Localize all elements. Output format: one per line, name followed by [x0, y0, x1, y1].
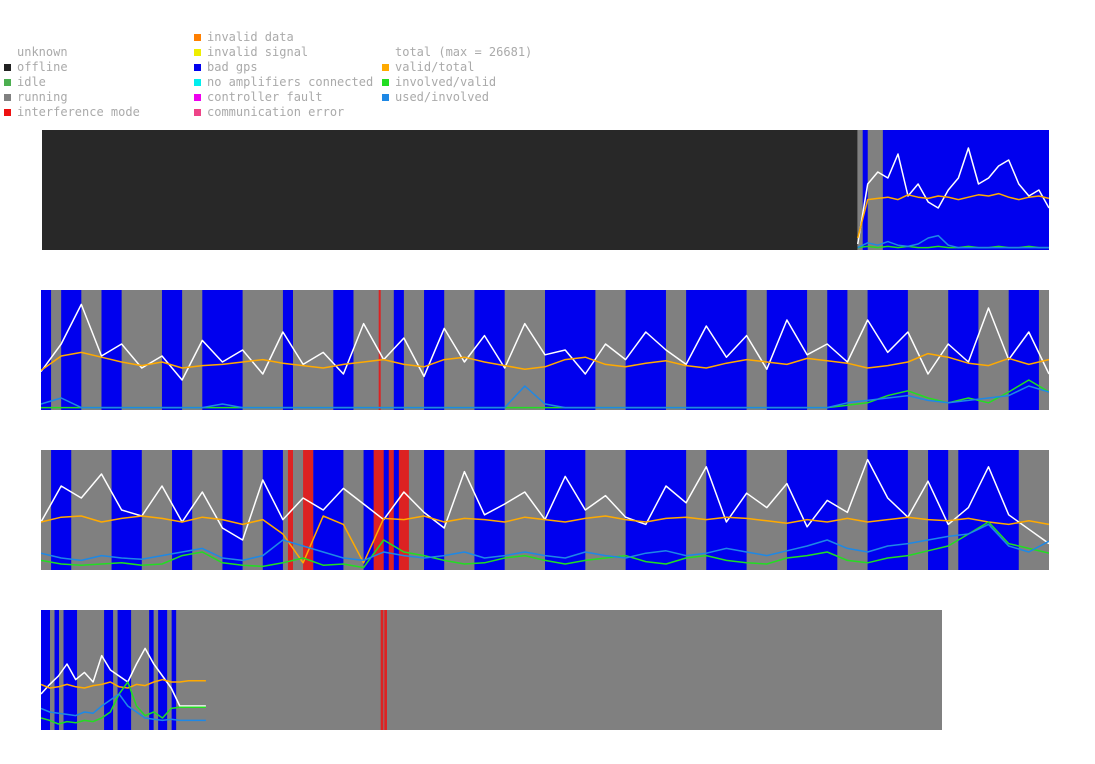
series-line-valid-total: [41, 515, 1049, 564]
bad-gps-band: [766, 290, 808, 410]
interference-band: [378, 290, 381, 410]
legend-swatch: [4, 94, 11, 101]
bad-gps-band: [545, 450, 586, 570]
bad-gps-band: [111, 450, 142, 570]
legend-label: unknown: [17, 45, 68, 59]
legend-swatch: [194, 109, 201, 116]
bad-gps-band: [928, 450, 949, 570]
chart-strip-4: [41, 610, 942, 730]
bad-gps-band: [882, 130, 1049, 250]
legend-label: used/involved: [395, 90, 489, 104]
bad-gps-band: [625, 450, 687, 570]
series-line-valid-total: [41, 351, 1049, 372]
bad-gps-band: [202, 290, 243, 410]
bad-gps-band: [706, 450, 747, 570]
legend-swatch: [194, 79, 201, 86]
bad-gps-band: [1008, 290, 1039, 410]
legend-label: controller fault: [207, 90, 323, 104]
legend-label: invalid data: [207, 30, 294, 44]
series-line-valid-total: [856, 192, 1049, 239]
interference-band: [398, 450, 409, 570]
bad-gps-band: [424, 290, 445, 410]
bad-gps-band: [686, 290, 747, 410]
bad-gps-band: [61, 290, 82, 410]
bad-gps-band: [786, 450, 838, 570]
interference-band: [287, 450, 293, 570]
legend-swatch: [382, 64, 389, 71]
bad-gps-band: [104, 610, 114, 730]
legend-swatch: [194, 49, 201, 56]
series-line-involved-valid: [41, 379, 1049, 409]
bad-gps-band: [958, 450, 1019, 570]
legend-label: communication error: [207, 105, 345, 119]
bad-gps-band: [158, 610, 168, 730]
legend-swatch: [194, 64, 201, 71]
chart-strip-2: [41, 290, 1049, 410]
chart-strip-1: [42, 130, 1049, 250]
series-line-involved-valid: [41, 681, 206, 725]
bad-gps-band: [424, 450, 445, 570]
bad-gps-band: [333, 290, 354, 410]
interference-band: [303, 450, 314, 570]
bad-gps-band: [171, 610, 177, 730]
bad-gps-band: [474, 290, 505, 410]
series-line-total: [856, 147, 1049, 245]
interference-band: [373, 450, 384, 570]
legend-swatch: [382, 79, 389, 86]
bad-gps-band: [474, 450, 505, 570]
bad-gps-band: [161, 290, 183, 410]
bad-gps-band: [948, 290, 979, 410]
series-line-total: [41, 647, 206, 707]
legend-label: offline: [17, 60, 68, 74]
bad-gps-band: [313, 450, 344, 570]
bad-gps-band: [862, 130, 868, 250]
bad-gps-band: [867, 450, 908, 570]
legend-label: no amplifiers connected: [207, 75, 374, 89]
bad-gps-band: [41, 290, 52, 410]
status-segment-offline: [42, 130, 858, 250]
bad-gps-band: [545, 290, 596, 410]
series-line-total: [41, 303, 1049, 381]
interference-band: [380, 610, 384, 730]
bad-gps-band: [282, 290, 293, 410]
bad-gps-band: [222, 450, 243, 570]
interference-band: [384, 610, 387, 730]
legend-swatch: [194, 94, 201, 101]
series-line-used-involved: [41, 693, 206, 722]
chart-strip-3: [41, 450, 1049, 570]
bad-gps-band: [827, 290, 848, 410]
legend-label: total (max = 26681): [395, 45, 533, 59]
legend-swatch: [4, 79, 11, 86]
bad-gps-band: [51, 450, 72, 570]
bad-gps-band: [262, 450, 283, 570]
legend-swatch: [4, 109, 11, 116]
legend-swatch: [382, 94, 389, 101]
bad-gps-band: [867, 290, 908, 410]
series-line-used-involved: [41, 523, 1049, 562]
legend-label: running: [17, 90, 68, 104]
bad-gps-band: [117, 610, 132, 730]
legend-swatch: [194, 34, 201, 41]
legend-label: bad gps: [207, 60, 258, 74]
status-segment-running: [41, 610, 942, 730]
series-line-used-involved: [857, 234, 1049, 249]
legend-label: idle: [17, 75, 46, 89]
legend-swatch: [4, 64, 11, 71]
bad-gps-band: [54, 610, 60, 730]
legend-label: involved/valid: [395, 75, 497, 89]
legend-label: valid/total: [395, 60, 475, 74]
bad-gps-band: [41, 610, 51, 730]
bad-gps-band: [625, 290, 666, 410]
legend-label: interference mode: [17, 105, 140, 119]
series-line-involved-valid: [41, 521, 1049, 569]
series-line-used-involved: [41, 385, 1049, 409]
bad-gps-band: [172, 450, 193, 570]
legend-label: invalid signal: [207, 45, 309, 59]
bad-gps-band: [393, 290, 404, 410]
bad-gps-band: [149, 610, 154, 730]
